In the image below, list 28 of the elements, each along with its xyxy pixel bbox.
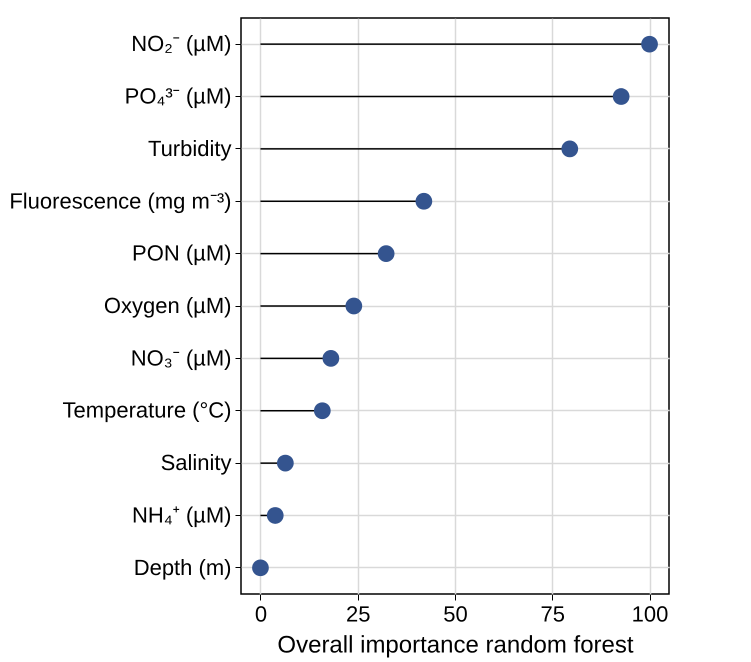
y-tick-label: PO₄³⁻ (µM) [124,84,232,109]
y-tick-label: Depth (m) [134,554,232,580]
x-tick-label: 50 [443,602,468,626]
point [252,559,269,576]
y-tick-label: NO₃⁻ (µM) [130,345,232,370]
point [416,192,432,210]
x-tick-label: 0 [254,602,268,626]
point [561,140,578,158]
point [322,350,340,367]
x-tick-label: 25 [346,602,370,626]
point [345,298,362,314]
point [612,88,630,105]
y-tick-label: Oxygen (µM) [104,293,232,318]
x-tick-label: 100 [632,602,668,626]
y-tick-label: Salinity [160,450,232,476]
point [314,402,331,420]
point [266,507,284,524]
point [641,36,658,53]
y-tick-label: PON (µM) [132,240,232,266]
x-axis-title: Overall importance random forest [277,632,634,658]
point [276,454,294,472]
point [378,245,394,262]
y-tick-label: Fluorescence (mg m⁻³) [9,188,232,214]
y-tick-label: NH₄⁺ (µM) [132,502,232,528]
y-tick-label: Turbidity [148,136,232,161]
y-tick-label: NO₂⁻ (µM) [131,31,232,56]
x-tick-label: 75 [540,602,566,626]
y-tick-label: Temperature (°C) [62,398,232,423]
